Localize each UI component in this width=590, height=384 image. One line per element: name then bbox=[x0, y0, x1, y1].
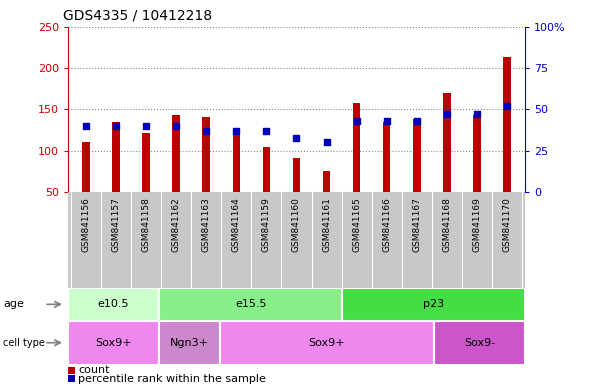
Text: GSM841160: GSM841160 bbox=[292, 197, 301, 252]
Point bbox=[202, 128, 211, 134]
Text: GSM841156: GSM841156 bbox=[81, 197, 90, 252]
Text: Sox9-: Sox9- bbox=[464, 338, 495, 348]
Text: GSM841157: GSM841157 bbox=[112, 197, 120, 252]
Bar bbox=[220, 321, 434, 365]
Bar bbox=[172, 115, 180, 192]
Bar bbox=[232, 134, 240, 192]
Text: GSM841159: GSM841159 bbox=[262, 197, 271, 252]
Bar bbox=[443, 93, 451, 192]
Text: Sox9+: Sox9+ bbox=[309, 338, 345, 348]
Text: GSM841165: GSM841165 bbox=[352, 197, 361, 252]
Text: GSM841163: GSM841163 bbox=[202, 197, 211, 252]
Point bbox=[172, 123, 181, 129]
Text: GSM841170: GSM841170 bbox=[503, 197, 512, 252]
Bar bbox=[159, 288, 342, 321]
Text: p23: p23 bbox=[423, 299, 444, 310]
Bar bbox=[383, 122, 391, 192]
Text: GSM841164: GSM841164 bbox=[232, 197, 241, 252]
Bar bbox=[112, 122, 120, 192]
Text: age: age bbox=[3, 299, 24, 310]
Text: cell type: cell type bbox=[3, 338, 45, 348]
Bar bbox=[68, 321, 159, 365]
Point bbox=[382, 118, 391, 124]
Point bbox=[142, 123, 151, 129]
Bar bbox=[323, 171, 330, 192]
Point bbox=[472, 111, 481, 118]
Point bbox=[81, 123, 91, 129]
Text: GSM841162: GSM841162 bbox=[172, 197, 181, 252]
Bar bbox=[353, 103, 360, 192]
Bar bbox=[503, 58, 511, 192]
Point bbox=[502, 103, 512, 109]
Bar bbox=[263, 147, 270, 192]
Text: GSM841161: GSM841161 bbox=[322, 197, 331, 252]
Point bbox=[442, 111, 451, 118]
Point bbox=[412, 118, 421, 124]
Point bbox=[292, 134, 301, 141]
Bar bbox=[68, 288, 159, 321]
Text: Sox9+: Sox9+ bbox=[95, 338, 132, 348]
Text: e10.5: e10.5 bbox=[98, 299, 129, 310]
Text: GSM841167: GSM841167 bbox=[412, 197, 421, 252]
Bar bbox=[82, 142, 90, 192]
Text: percentile rank within the sample: percentile rank within the sample bbox=[78, 374, 266, 384]
Bar bbox=[142, 132, 150, 192]
Text: GSM841166: GSM841166 bbox=[382, 197, 391, 252]
Point bbox=[262, 128, 271, 134]
Text: Ngn3+: Ngn3+ bbox=[171, 338, 209, 348]
Bar bbox=[293, 158, 300, 192]
Text: GSM841158: GSM841158 bbox=[142, 197, 150, 252]
Text: e15.5: e15.5 bbox=[235, 299, 267, 310]
Bar bbox=[434, 321, 525, 365]
Text: count: count bbox=[78, 365, 110, 375]
Point bbox=[322, 139, 331, 146]
Point bbox=[232, 128, 241, 134]
Text: GSM841169: GSM841169 bbox=[473, 197, 481, 252]
Bar bbox=[159, 321, 220, 365]
Bar bbox=[473, 115, 481, 192]
Text: GSM841168: GSM841168 bbox=[442, 197, 451, 252]
Bar bbox=[202, 117, 210, 192]
Point bbox=[352, 118, 361, 124]
Bar bbox=[342, 288, 525, 321]
Text: GDS4335 / 10412218: GDS4335 / 10412218 bbox=[63, 9, 212, 23]
Bar bbox=[413, 119, 421, 192]
Point bbox=[112, 123, 121, 129]
